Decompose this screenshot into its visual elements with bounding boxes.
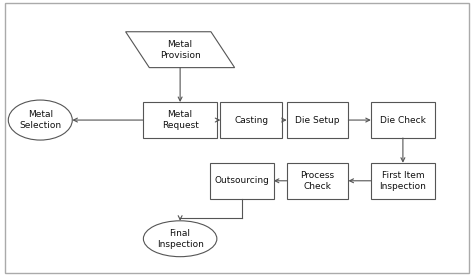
Text: Outsourcing: Outsourcing	[214, 176, 269, 185]
FancyBboxPatch shape	[371, 163, 435, 199]
Text: Metal
Request: Metal Request	[162, 110, 199, 130]
FancyBboxPatch shape	[210, 163, 274, 199]
Text: Final
Inspection: Final Inspection	[157, 229, 203, 249]
Polygon shape	[126, 32, 235, 68]
Text: First Item
Inspection: First Item Inspection	[380, 171, 426, 191]
Text: Die Check: Die Check	[380, 116, 426, 124]
FancyBboxPatch shape	[371, 102, 435, 138]
Ellipse shape	[143, 221, 217, 257]
Text: Metal
Selection: Metal Selection	[19, 110, 61, 130]
Text: Die Setup: Die Setup	[295, 116, 340, 124]
FancyBboxPatch shape	[220, 102, 282, 138]
Text: Process
Check: Process Check	[301, 171, 335, 191]
Text: Casting: Casting	[234, 116, 268, 124]
Ellipse shape	[9, 100, 73, 140]
FancyBboxPatch shape	[143, 102, 217, 138]
Text: Metal
Provision: Metal Provision	[160, 40, 201, 60]
FancyBboxPatch shape	[287, 163, 348, 199]
FancyBboxPatch shape	[287, 102, 348, 138]
